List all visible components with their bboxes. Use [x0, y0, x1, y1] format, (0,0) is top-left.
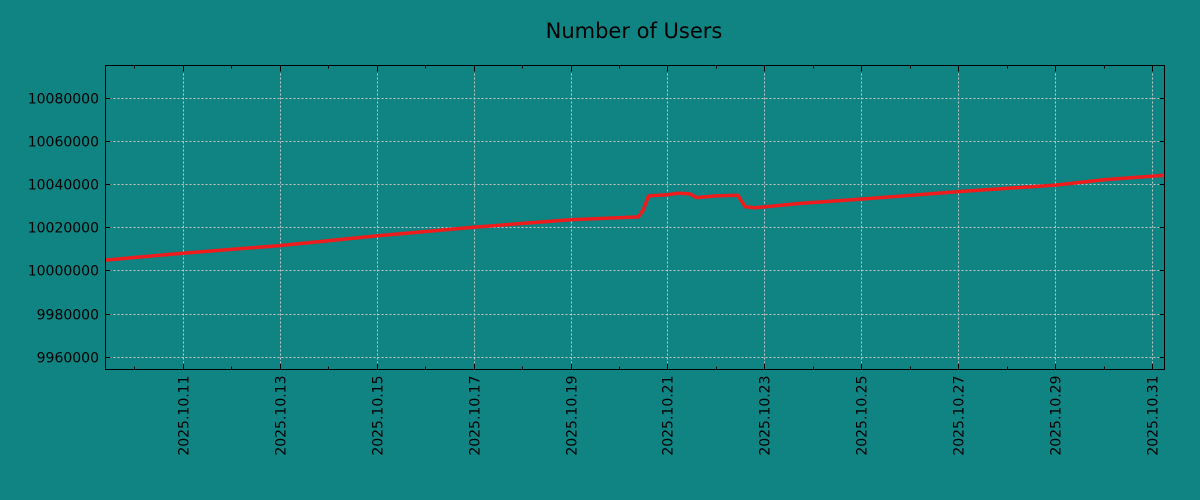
y-tick-label: 9960000 [37, 351, 99, 367]
y-tick-label: 10000000 [28, 264, 99, 280]
x-tick-label: 2025.10.31 [1146, 376, 1162, 456]
x-tick-label: 2025.10.19 [565, 376, 581, 456]
x-tick-label: 2025.10.23 [758, 376, 774, 456]
y-tick-label: 10080000 [28, 92, 99, 108]
x-tick-label: 2025.10.11 [177, 376, 193, 456]
x-tick-label: 2025.10.29 [1049, 376, 1065, 456]
y-tick-label: 10040000 [28, 178, 99, 194]
y-axis: 9960000 9980000 10000000 10020000 10040000 10… [28, 92, 1165, 367]
y-tick-label: 10020000 [28, 221, 99, 237]
x-tick-label: 2025.10.27 [952, 376, 968, 456]
x-axis: 2025.10.11 2025.10.13 2025.10.15 2025.10.17… [134, 65, 1162, 456]
y-tick-label: 10060000 [28, 135, 99, 151]
x-tick-label: 2025.10.15 [371, 376, 387, 456]
chart-title: Number of Users [546, 19, 723, 43]
grid [105, 65, 1165, 370]
x-tick-label: 2025.10.21 [661, 376, 677, 456]
x-tick-label: 2025.10.25 [855, 376, 871, 456]
x-tick-label: 2025.10.17 [468, 376, 484, 456]
x-tick-label: 2025.10.13 [274, 376, 290, 456]
series-group [105, 173, 1165, 262]
y-tick-label: 9980000 [37, 308, 99, 324]
series-line-number-of-users [105, 173, 1165, 262]
plot-frame [105, 65, 1165, 370]
